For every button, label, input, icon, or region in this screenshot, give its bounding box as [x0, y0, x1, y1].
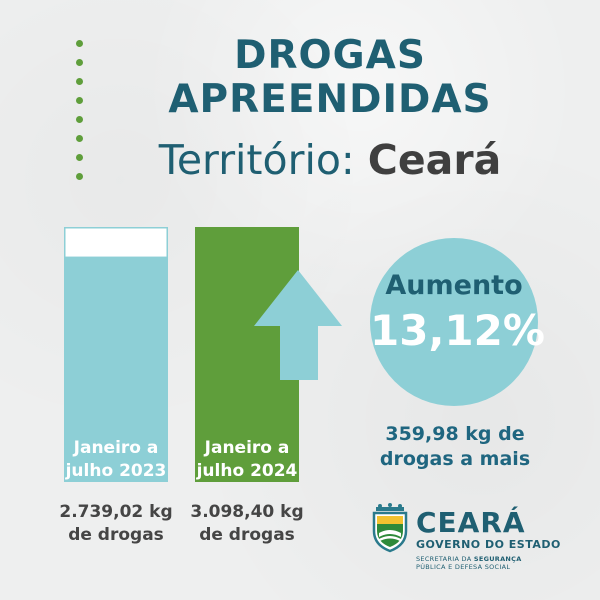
org-department-prefix: SECRETARIA DA [416, 555, 474, 563]
value-label-2024: 3.098,40 kg de drogas [177, 501, 317, 547]
value-label-2023-line2: de drogas [68, 524, 164, 545]
org-department-line2: PÚBLICA E DEFESA SOCIAL [416, 563, 511, 572]
increase-difference-line2: drogas a mais [379, 447, 531, 470]
value-label-2024-line1: 3.098,40 kg [190, 502, 304, 522]
bar-label-2024-line1: Janeiro a [204, 438, 290, 458]
value-label-2023: 2.739,02 kg de drogas [46, 501, 186, 547]
bar-label-2023-line2: julho 2023 [65, 460, 167, 481]
org-department-line1: SECRETARIA DA SEGURANÇA [416, 555, 522, 563]
increase-circle: Aumento 13,12% [370, 238, 545, 406]
decorative-dots [76, 40, 84, 190]
increase-percent: 13,12% [370, 306, 545, 355]
value-label-2023-line1: 2.739,02 kg [59, 502, 173, 522]
title-line-1: DROGAS [234, 33, 426, 78]
bar-label-2023-line1: Janeiro a [73, 438, 159, 458]
org-name: CEARÁ [416, 506, 526, 539]
increase-difference-line1: 359,98 kg de [385, 423, 525, 445]
org-government: GOVERNO DO ESTADO [416, 538, 561, 551]
increase-label: Aumento [385, 270, 523, 301]
bar-label-2023: Janeiro a julho 2023 [64, 437, 168, 483]
bar-2023 [64, 256, 168, 482]
subtitle: Território: Ceará [100, 140, 560, 181]
increase-difference: 359,98 kg de drogas a mais [355, 422, 555, 471]
org-department-strong: SEGURANÇA [473, 555, 522, 563]
bar-label-2024: Janeiro a julho 2024 [195, 437, 299, 483]
increase-arrow-icon [254, 270, 342, 380]
value-label-2024-line2: de drogas [199, 524, 295, 545]
org-department: SECRETARIA DA SEGURANÇA PÚBLICA E DEFESA… [416, 555, 522, 572]
title-line-2: APREENDIDAS [168, 77, 492, 122]
subtitle-prefix: Território: [158, 136, 368, 184]
state-coat-of-arms-icon [372, 503, 408, 553]
subtitle-place: Ceará [367, 136, 502, 184]
bar-label-2024-line2: julho 2024 [196, 460, 298, 481]
